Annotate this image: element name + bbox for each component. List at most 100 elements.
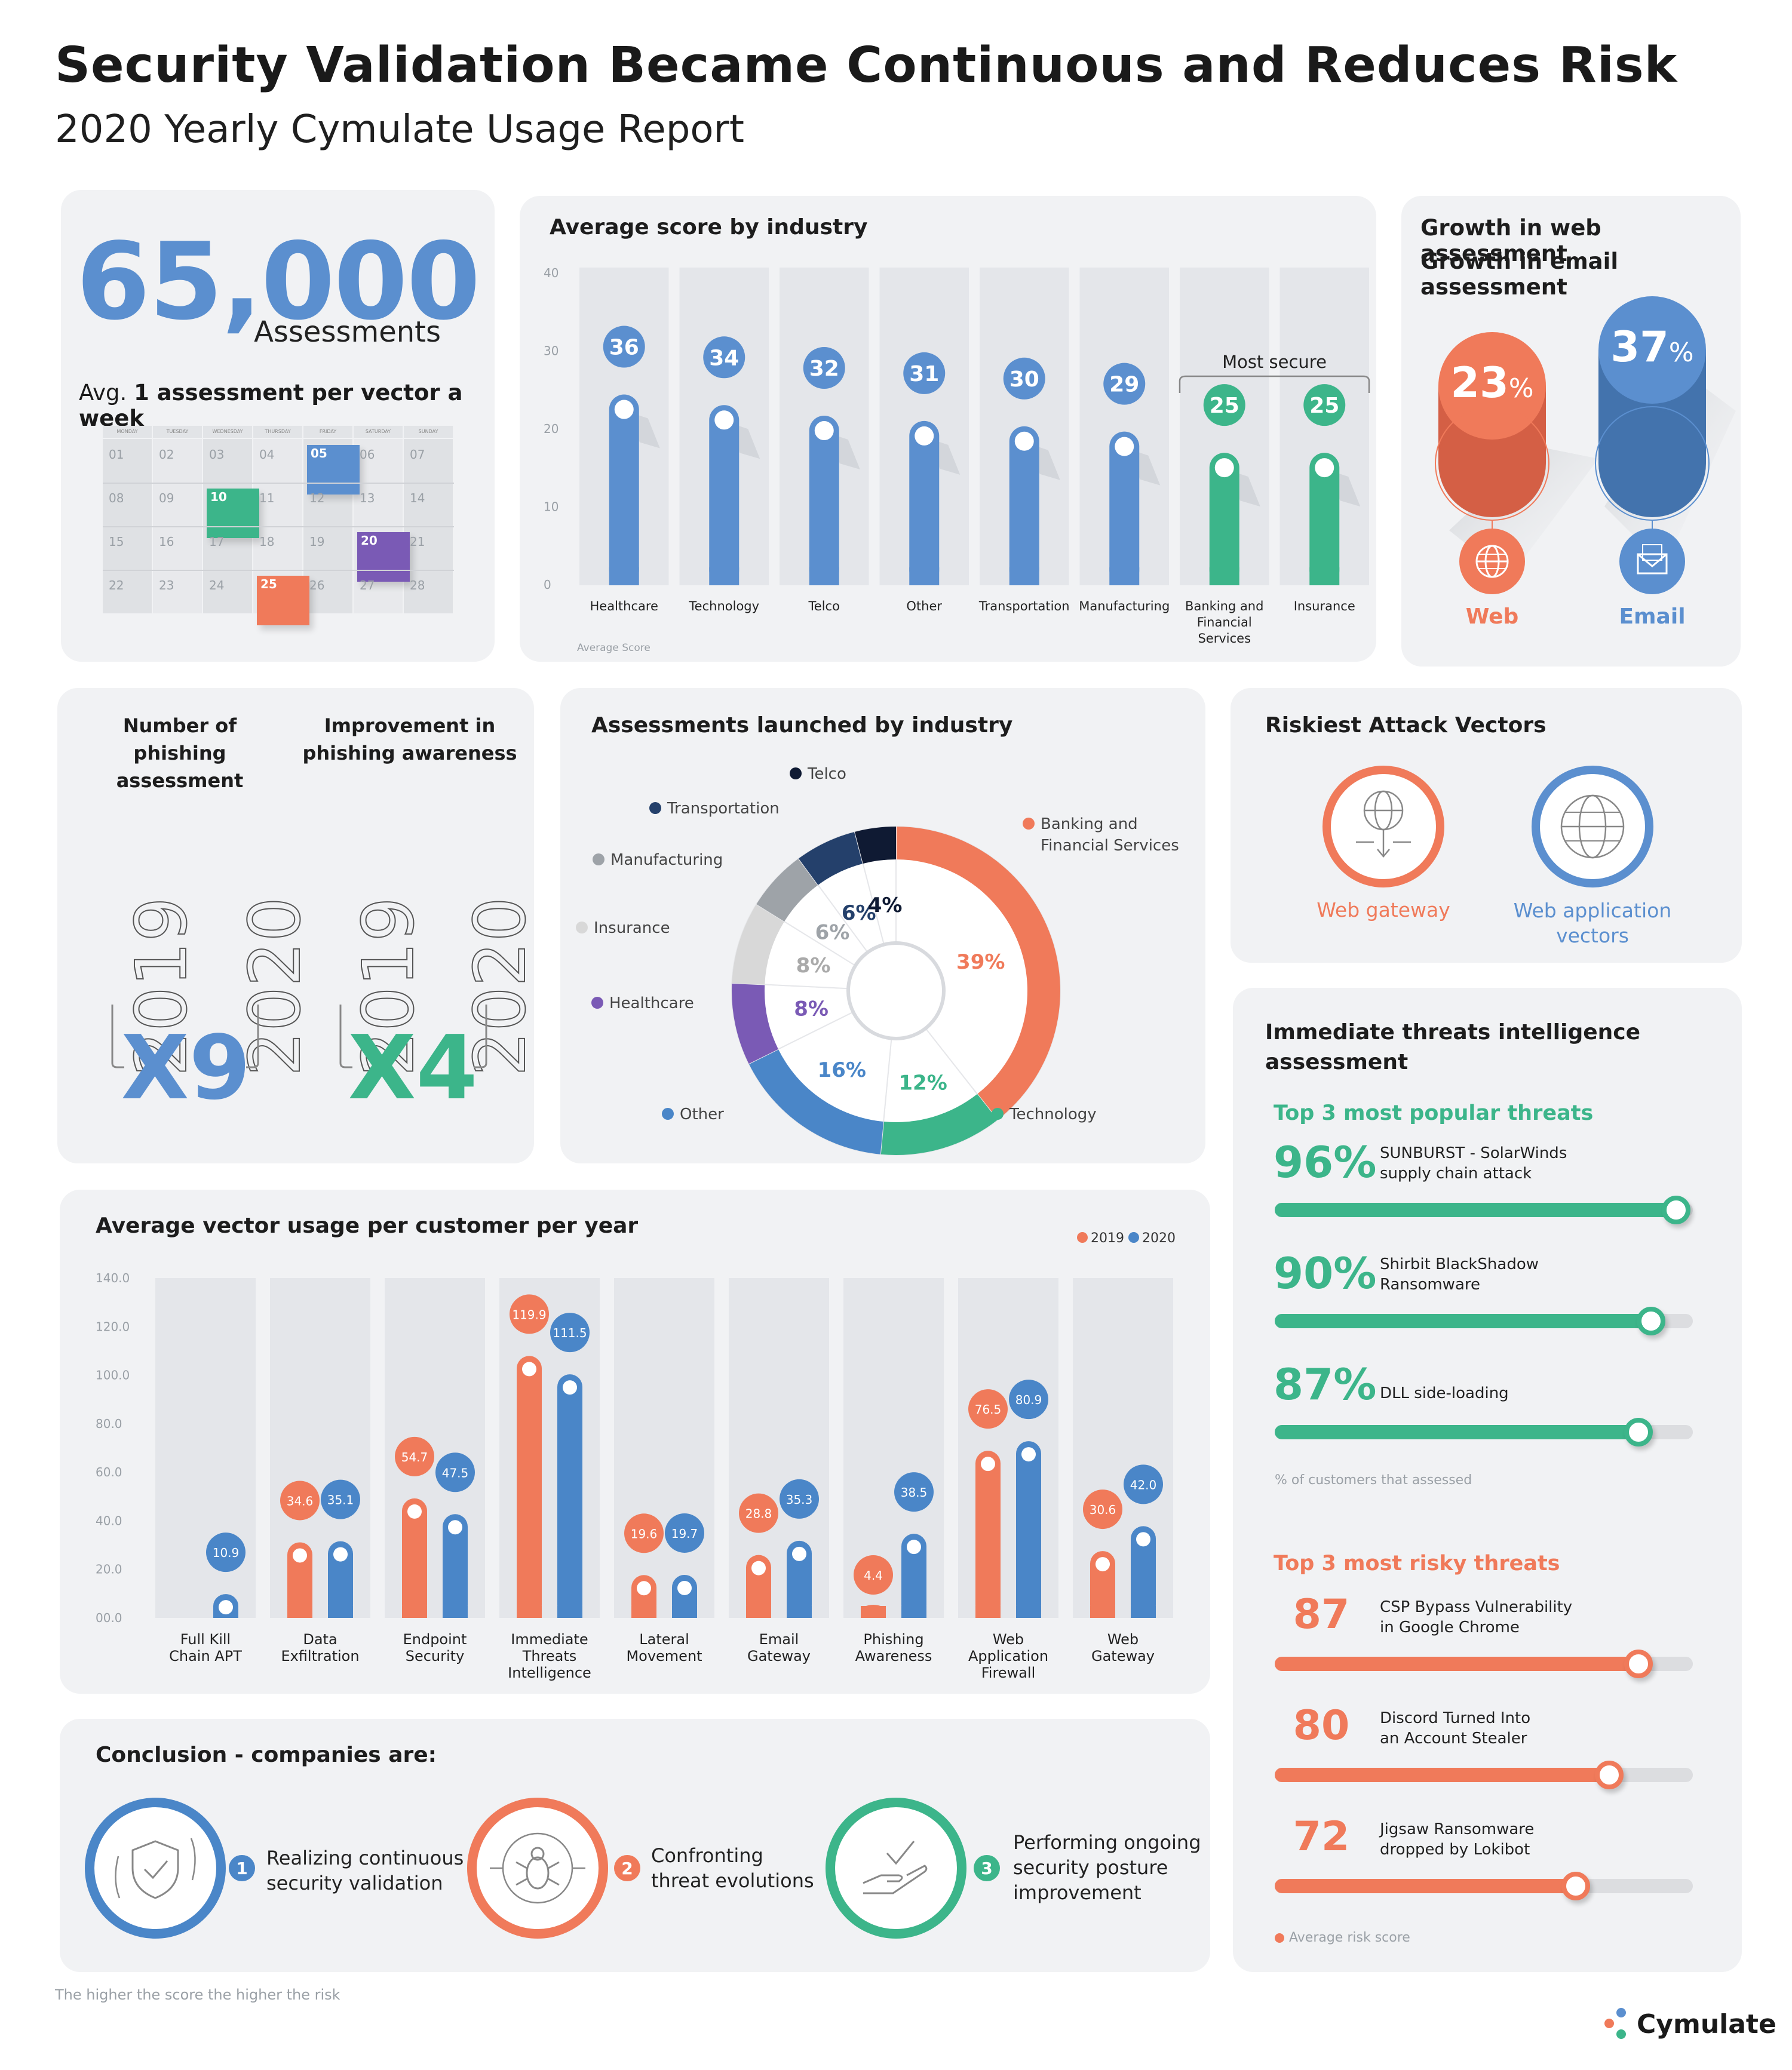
vector-value-label: 119.9 [512, 1307, 546, 1322]
donut-hole [846, 941, 946, 1040]
vector-bubble [395, 1436, 434, 1476]
vector-bar-base [1131, 1606, 1156, 1618]
calendar-day: 23 [159, 578, 174, 592]
phishing-year-2019-left: 2019 [120, 897, 202, 1076]
calendar-day-highlight: 10 [210, 490, 227, 504]
launched-card: Assessments launched by industry 39% Bank… [560, 688, 1205, 1163]
threats-title: Immediate threats intelligence assessmen… [1265, 1018, 1640, 1077]
score-bar [609, 394, 639, 585]
threats-card: Immediate threats intelligence assessmen… [1233, 988, 1742, 1972]
growth-graphic [1435, 296, 1736, 594]
assessments-avg: Avg. 1 assessment per vector a week [79, 380, 497, 431]
web-label: Web [1465, 604, 1519, 629]
vector-bubble [280, 1481, 320, 1521]
calendar-day: 17 [209, 535, 225, 549]
vector-bubble [665, 1513, 704, 1553]
web-gateway-icon [1322, 766, 1444, 887]
calendar-highlight [307, 445, 360, 495]
threat-value: 87% [1274, 1359, 1377, 1409]
calendar-day: 06 [360, 447, 375, 462]
score-bar-dot [814, 421, 834, 441]
vector-bubble [1083, 1489, 1122, 1530]
score-bar-dot [1315, 458, 1334, 478]
score-ytick: 20 [544, 422, 559, 436]
launched-donut-chart: 39% Banking and Financial Services 12% Techn… [576, 765, 1179, 1156]
vector-category-label: Firewall [981, 1664, 1036, 1681]
avg-score-card: Average score by industry 0 10 20 30 40 Most … [520, 196, 1376, 662]
score-bubble [703, 336, 745, 379]
vector-category-label: Intelligence [508, 1664, 591, 1681]
score-bubble [1103, 363, 1146, 405]
vector-bar [1090, 1551, 1115, 1618]
hand-check-icon [826, 1798, 966, 1939]
threat-name-line1: Shirbit BlackShadow [1380, 1255, 1539, 1273]
phishing-graphic: 2019 2020 2019 2020 [111, 896, 534, 1077]
conclusion-text-2-line2: threat evolutions [651, 1869, 814, 1892]
conclusion-text-2: Confronting threat evolutions [651, 1843, 814, 1893]
vector-bar-dot [751, 1561, 766, 1575]
vector-bar [402, 1498, 427, 1618]
vector-ytick: 40.0 [96, 1513, 122, 1528]
page-title: Security Validation Became Continuous an… [55, 37, 1678, 94]
calendar-weekday: SUNDAY [404, 426, 453, 438]
vector-column-bg [155, 1278, 256, 1618]
calendar-day: 01 [109, 447, 124, 462]
vector-bar-base [861, 1606, 886, 1618]
score-bar [809, 416, 839, 585]
conclusion-number-1: 1 [236, 1859, 248, 1878]
calendar: MONDAY TUESDAY WEDNESDAY THURSDAY FRIDAY SATU… [103, 426, 455, 629]
calendar-weekday: WEDNESDAY [203, 426, 252, 438]
vector-category-label: Exfiltration [281, 1648, 359, 1664]
vector-column-bg [614, 1278, 714, 1618]
vector-bubble [624, 1513, 664, 1553]
email-cylinder-top [1598, 296, 1706, 404]
vector-value-label: 30.6 [1090, 1503, 1116, 1517]
vector-value-label: 19.6 [631, 1527, 658, 1541]
bug-icon [467, 1798, 608, 1939]
vector-bar-dot [219, 1600, 233, 1615]
score-category-label: Telco [808, 599, 840, 613]
most-secure-bracket-line [1179, 375, 1370, 393]
threat-name-line1: DLL side-loading [1380, 1384, 1509, 1402]
phishing-multiplier-left: X9 [121, 1016, 251, 1119]
donut-legend-dot [992, 1108, 1004, 1120]
conclusion-text-3-line2: security posture [1013, 1856, 1168, 1879]
risky-threats-title: Top 3 most risky threats [1274, 1552, 1560, 1575]
vector-bar-base [975, 1606, 1001, 1618]
assessments-number: 65,000 [76, 220, 481, 343]
web-application-label-line2: vectors [1556, 924, 1629, 947]
score-bubble [1003, 357, 1045, 400]
score-bar-dot [1115, 437, 1134, 456]
vector-category-label: Immediate [511, 1631, 588, 1648]
vector-category-label: Threats [522, 1648, 577, 1664]
vector-bar-base [672, 1606, 697, 1618]
threat-bar-fill [1275, 1203, 1676, 1217]
calendar-day: 16 [159, 535, 174, 549]
donut-percent-label: 12% [898, 1071, 947, 1095]
score-category-label: Services [1198, 631, 1251, 646]
donut-percent-label: 6% [842, 901, 876, 925]
web-application-label-line1: Web application [1513, 899, 1672, 922]
conclusion-text-3-line1: Performing ongoing [1013, 1831, 1201, 1854]
vector-value-label: 76.5 [975, 1402, 1002, 1417]
conclusion-graphic [85, 1798, 1000, 1939]
threat-name-line2: an Account Stealer [1380, 1730, 1527, 1747]
threat-value: 87 [1293, 1591, 1350, 1638]
vector-bubble [510, 1294, 549, 1334]
phishing-year-2020-left: 2020 [234, 897, 316, 1076]
threat-bar-fill [1275, 1314, 1651, 1328]
vector-bar-base [1090, 1606, 1115, 1618]
bracket-right [339, 1005, 487, 1068]
vector-bar [443, 1514, 468, 1618]
score-bar-dot [1014, 431, 1034, 451]
threat-bar-fill [1275, 1425, 1638, 1439]
vector-column-bg [1073, 1278, 1173, 1618]
donut-slice [896, 827, 1060, 1120]
bracket-left [111, 1005, 259, 1068]
phishing-title-left: Number of phishing assessment [116, 714, 244, 792]
calendar-weekday: TUESDAY [153, 426, 202, 438]
vector-bar-dot [1021, 1447, 1036, 1462]
threats-title-line2: assessment [1265, 1050, 1409, 1074]
vector-category-label: Gateway [1091, 1648, 1155, 1664]
score-category-label: Manufacturing [1079, 599, 1170, 613]
